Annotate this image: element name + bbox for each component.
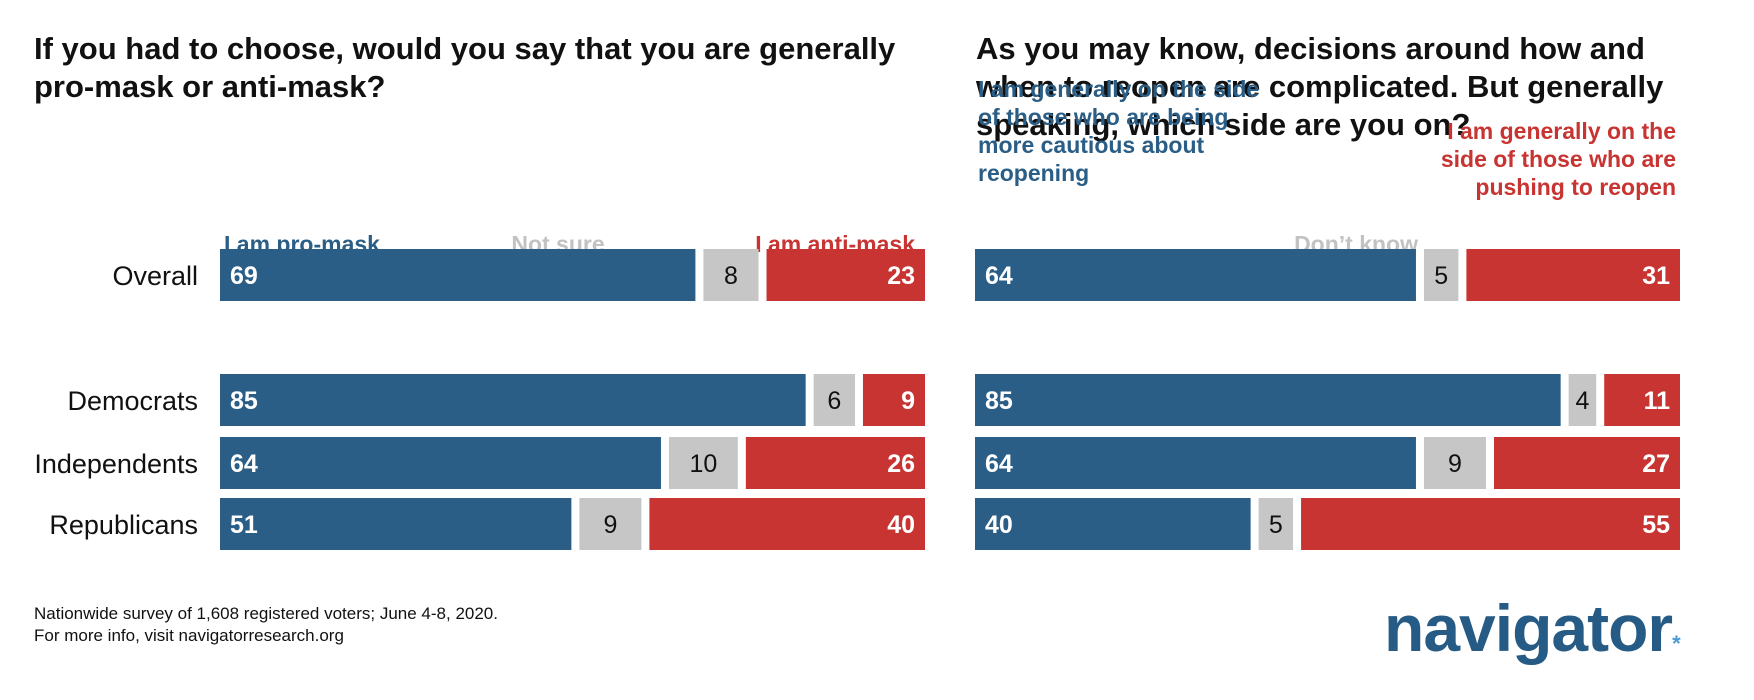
data-label-overall-s2: 5 <box>1434 262 1448 290</box>
bar-republicans-s3 <box>1301 498 1680 550</box>
footnote-survey: Nationwide survey of 1,608 registered vo… <box>34 604 498 623</box>
legend-label-1: I am pro-mask <box>224 231 380 257</box>
chart-1: Overall Democrats Independents Republicans I… <box>34 231 925 550</box>
data-label-independents-s2: 9 <box>1448 450 1462 478</box>
data-label-republicans-s2: 5 <box>1269 511 1283 539</box>
bar-overall-s3 <box>1466 249 1680 301</box>
data-label-democrats-s1: 85 <box>230 387 258 415</box>
data-label-democrats-s1: 85 <box>985 387 1013 415</box>
bar-independents-s1 <box>975 437 1416 489</box>
bar-overall-s2 <box>1423 249 1459 301</box>
bar-independents-s1 <box>220 437 661 489</box>
data-label-independents-s1: 64 <box>230 450 258 478</box>
navigator-logo: navigator* <box>1384 595 1681 661</box>
data-label-republicans-s1: 40 <box>985 511 1013 539</box>
legend-label-3: pushing to reopen <box>1475 174 1676 200</box>
data-label-overall-s1: 69 <box>230 262 258 290</box>
data-label-overall-s3: 31 <box>1642 262 1670 290</box>
footnote-more-info: For more info, visit navigatorresearch.o… <box>34 626 344 645</box>
chart-title-reopen: As you may know, decisions around how an… <box>976 31 1664 142</box>
data-label-republicans-s2: 9 <box>603 511 617 539</box>
bar-democrats-s2 <box>813 374 855 426</box>
chart-title-pro-mask: If you had to choose, would you say that… <box>34 31 896 104</box>
bar-independents-s3 <box>1493 437 1680 489</box>
data-label-republicans-s1: 51 <box>230 511 258 539</box>
bar-republicans-s2 <box>579 498 642 550</box>
category-label-democrats: Democrats <box>67 386 198 416</box>
data-label-republicans-s3: 40 <box>887 511 915 539</box>
legend-label-2: Don’t know <box>1294 231 1418 257</box>
bar-overall-s2 <box>703 249 759 301</box>
data-label-overall-s3: 23 <box>887 262 915 290</box>
data-label-democrats-s2: 6 <box>827 387 841 415</box>
bar-independents-s2 <box>1423 437 1486 489</box>
data-label-overall-s2: 8 <box>724 262 738 290</box>
data-label-independents-s2: 10 <box>690 450 718 478</box>
bar-democrats-s3 <box>862 374 925 426</box>
data-label-independents-s1: 64 <box>985 450 1013 478</box>
data-label-independents-s3: 27 <box>1642 450 1670 478</box>
data-label-democrats-s2: 4 <box>1575 387 1589 415</box>
bar-democrats-s1 <box>975 374 1561 426</box>
bar-overall-s3 <box>766 249 925 301</box>
category-label-independents: Independents <box>34 449 198 479</box>
legend-label-1: reopening <box>978 160 1089 186</box>
data-label-democrats-s3: 11 <box>1644 387 1671 415</box>
legend-label-3: side of those who are <box>1441 146 1676 172</box>
bar-republicans-s1 <box>220 498 572 550</box>
category-label-republicans: Republicans <box>49 510 198 540</box>
bar-democrats-s1 <box>220 374 806 426</box>
bar-democrats-s2 <box>1568 374 1597 426</box>
legend-label-2: Not sure <box>511 231 604 257</box>
bar-republicans-s1 <box>975 498 1251 550</box>
bar-republicans-s3 <box>649 498 925 550</box>
data-label-independents-s3: 26 <box>887 450 915 478</box>
category-label-overall: Overall <box>112 261 198 291</box>
data-label-republicans-s3: 55 <box>1642 511 1670 539</box>
bar-independents-s2 <box>668 437 738 489</box>
data-label-democrats-s3: 9 <box>901 387 915 415</box>
bar-overall-s1 <box>220 249 696 301</box>
bar-independents-s3 <box>745 437 925 489</box>
logo-star-icon: * <box>1672 631 1681 656</box>
data-label-overall-s1: 64 <box>985 262 1013 290</box>
bar-overall-s1 <box>975 249 1416 301</box>
legend-label-3: I am anti-mask <box>755 231 915 257</box>
logo-text: navigator <box>1384 591 1673 665</box>
bar-republicans-s2 <box>1258 498 1294 550</box>
bar-democrats-s3 <box>1604 374 1680 426</box>
